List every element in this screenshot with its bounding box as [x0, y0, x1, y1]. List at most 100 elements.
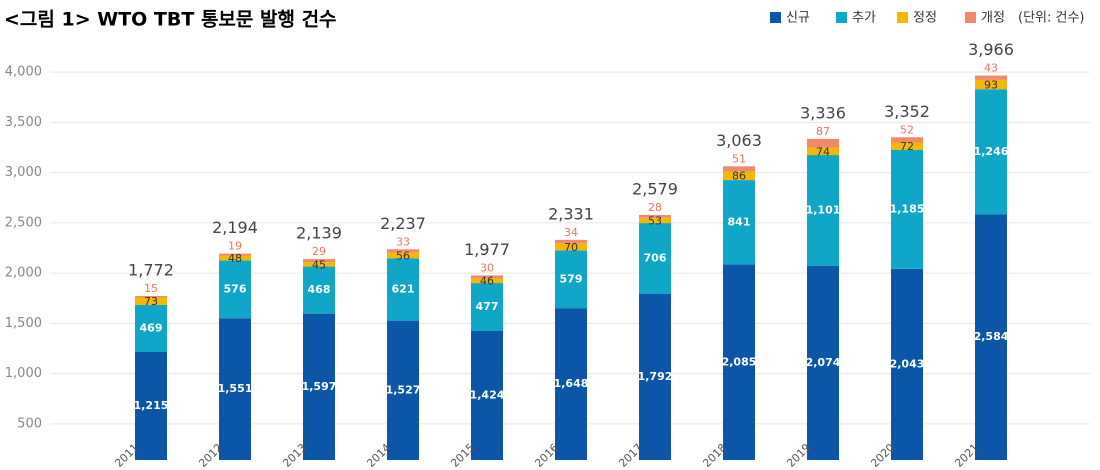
data-label: 468: [308, 283, 331, 296]
data-label: 73: [144, 295, 158, 308]
total-label: 3,336: [800, 103, 846, 122]
bar-segment: [723, 171, 755, 181]
chart-title: <그림 1> WTO TBT 통보문 발행 건수: [4, 9, 337, 31]
bar-segment: [471, 278, 503, 284]
data-label: 1,215: [134, 399, 169, 412]
bar-segment: [555, 239, 587, 244]
data-label: 28: [648, 201, 662, 214]
data-label: 1,246: [974, 145, 1009, 158]
data-label: 30: [480, 261, 494, 274]
bars: [135, 75, 1007, 460]
data-label: 1,101: [806, 203, 841, 216]
bar-segment: [891, 137, 923, 143]
bar-segment: [387, 252, 419, 259]
legend-label: 정정: [913, 11, 937, 26]
bar-segment: [807, 155, 839, 266]
bar-segment: [219, 255, 251, 261]
total-label: 1,772: [128, 261, 174, 280]
data-label: 469: [140, 321, 163, 334]
data-label: 1,185: [890, 202, 925, 215]
bar-segment: [555, 308, 587, 460]
legend-label: 신규: [786, 11, 810, 26]
bar-segment: [303, 262, 335, 267]
total-label: 2,579: [632, 179, 678, 198]
unit-note: (단위: 건수): [1018, 11, 1085, 26]
data-label: 34: [564, 226, 578, 239]
bar-segment: [135, 297, 167, 305]
bar-segment: [555, 250, 587, 309]
data-label: 51: [732, 152, 746, 165]
bar-segment: [555, 243, 587, 251]
y-tick-label: 1,500: [5, 316, 42, 331]
bar-segment: [639, 214, 671, 218]
data-label: 93: [984, 79, 998, 92]
data-label: 86: [732, 170, 746, 183]
data-label: 2,074: [806, 356, 841, 369]
bar-segment: [219, 260, 251, 319]
data-label: 2,043: [890, 357, 925, 370]
data-label: 43: [984, 62, 998, 75]
data-label: 1,792: [638, 370, 673, 383]
bar-segment: [891, 149, 923, 269]
bar-segment: [135, 351, 167, 460]
legend-swatch: [897, 12, 908, 23]
y-tick-label: 2,500: [5, 215, 42, 230]
bar-segment: [891, 142, 923, 150]
data-label: 52: [900, 123, 914, 136]
data-label: 1,551: [218, 382, 253, 395]
bar-segment: [723, 180, 755, 265]
bar-segment: [975, 79, 1007, 90]
data-label: 45: [312, 258, 326, 271]
total-label: 3,063: [716, 131, 762, 150]
data-label: 477: [476, 300, 499, 313]
data-label: 70: [564, 241, 578, 254]
data-label: 87: [816, 125, 830, 138]
data-label: 56: [396, 249, 410, 262]
y-tick-label: 2,000: [5, 266, 42, 281]
data-label: 1,527: [386, 383, 421, 396]
bar-segment: [135, 296, 167, 298]
y-tick-label: 3,000: [5, 165, 42, 180]
bar-segment: [723, 166, 755, 172]
bar-segment: [303, 266, 335, 314]
data-label: 74: [816, 145, 830, 158]
data-label: 576: [224, 282, 247, 295]
bar-segment: [219, 253, 251, 256]
total-label: 2,139: [296, 224, 342, 243]
legend-swatch: [770, 12, 781, 23]
bar-segment: [471, 275, 503, 279]
bar-segment: [387, 258, 419, 321]
bar-segment: [891, 268, 923, 460]
data-label: 33: [396, 235, 410, 248]
data-label: 2,085: [722, 355, 757, 368]
bar-segment: [639, 223, 671, 295]
data-label: 72: [900, 140, 914, 153]
total-label: 3,966: [968, 40, 1014, 59]
data-label: 1,648: [554, 377, 589, 390]
bar-segment: [387, 320, 419, 460]
bar-segment: [975, 89, 1007, 215]
data-label: 48: [228, 252, 242, 265]
data-label: 53: [648, 214, 662, 227]
bar-segment: [135, 304, 167, 352]
y-tick-label: 500: [17, 416, 42, 431]
y-tick-label: 3,500: [5, 115, 42, 130]
data-label: 841: [728, 215, 751, 228]
bar-segment: [471, 330, 503, 460]
bar-segment: [807, 138, 839, 148]
total-label: 1,977: [464, 240, 510, 259]
data-label: 2,584: [974, 330, 1009, 343]
bar-segment: [219, 318, 251, 460]
bar-segment: [639, 294, 671, 460]
data-label: 1,424: [470, 388, 505, 401]
legend-label: 개정: [981, 11, 1005, 26]
bar-segment: [471, 283, 503, 331]
data-label: 706: [644, 252, 667, 265]
total-label: 2,194: [212, 218, 258, 237]
y-tick-label: 1,000: [5, 366, 42, 381]
data-label: 19: [228, 240, 242, 253]
legend-swatch: [836, 12, 847, 23]
total-label: 2,331: [548, 204, 594, 223]
legend-label: 추가: [852, 11, 876, 26]
